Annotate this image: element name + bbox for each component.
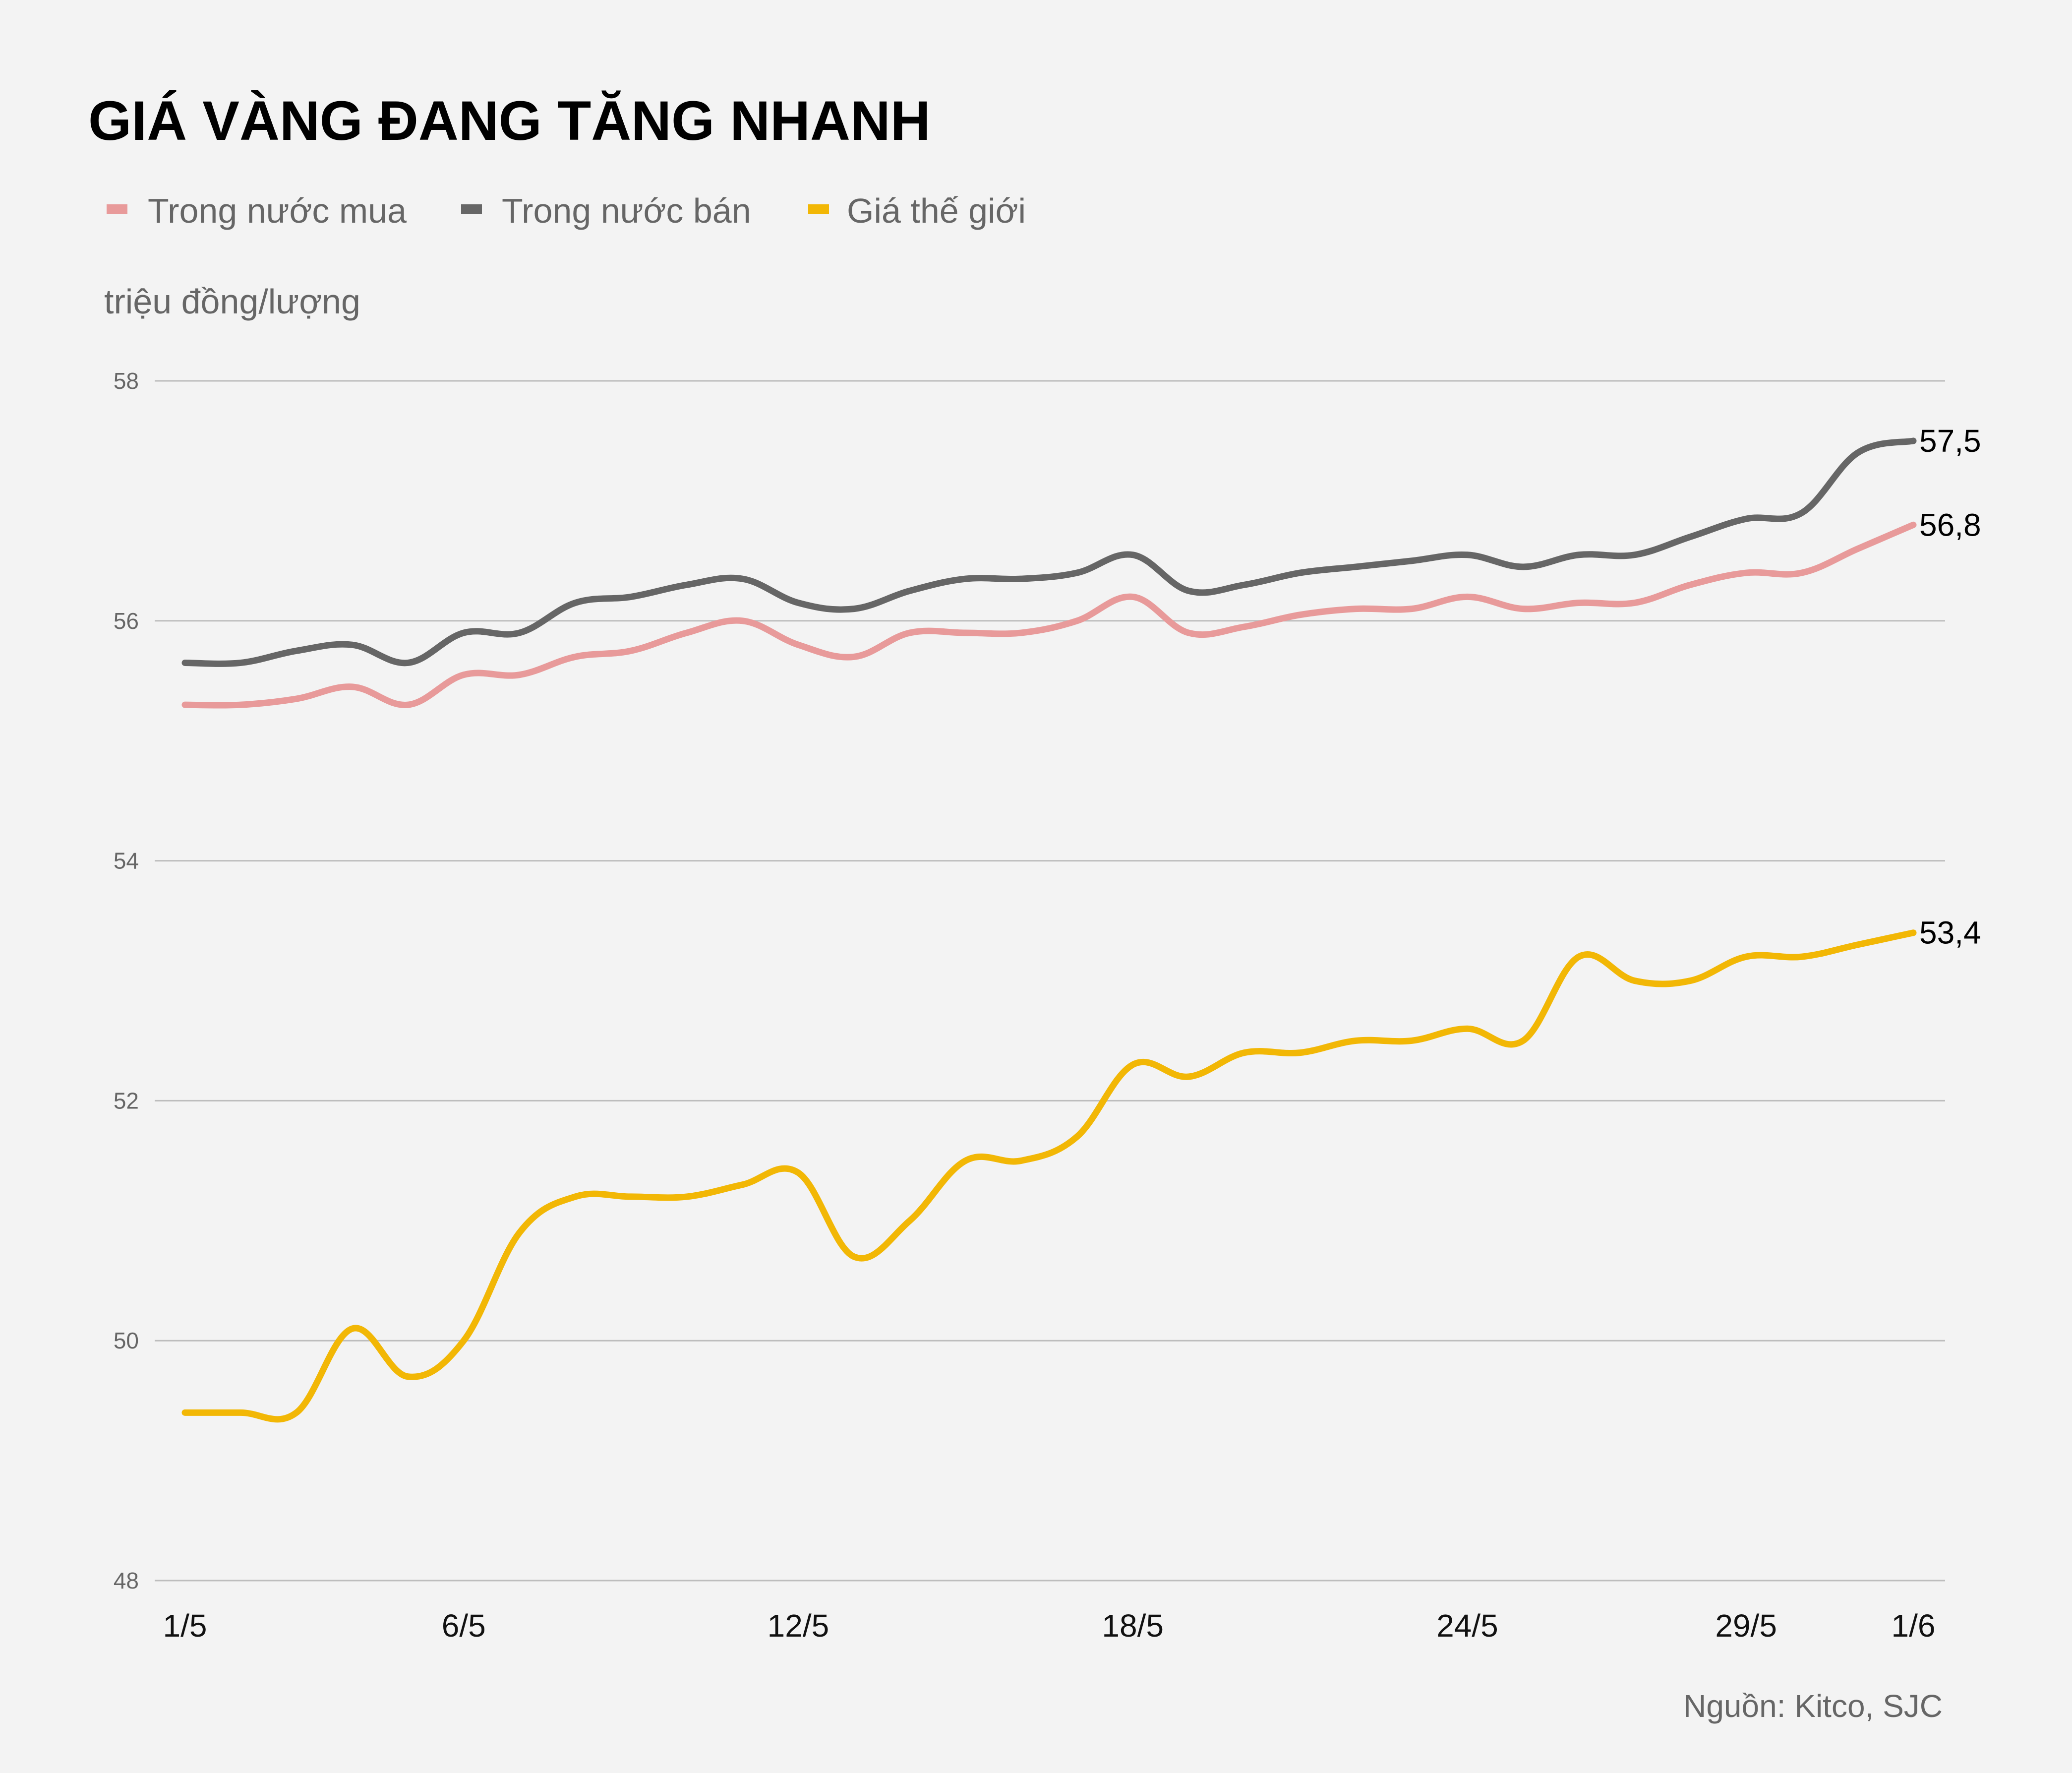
y-tick-label: 58 [114, 368, 139, 394]
chart-title: GIÁ VÀNG ĐANG TĂNG NHANH [88, 90, 931, 152]
series-line-0 [181, 521, 1917, 709]
x-tick-label: 6/5 [442, 1608, 486, 1644]
series-line-1 [181, 437, 1917, 667]
end-value-label: 57,5 [1919, 423, 1981, 459]
legend-swatch-mua [107, 204, 127, 214]
end-labels: 56,8 57,5 53,4 [1919, 423, 1981, 951]
end-value-label: 56,8 [1919, 507, 1981, 543]
series-line-2 [181, 929, 1917, 1423]
legend-label-ban: Trong nước bán [502, 191, 751, 230]
x-tick-label: 12/5 [768, 1608, 829, 1644]
x-tick-label: 24/5 [1436, 1608, 1498, 1644]
x-tick-label: 1/5 [163, 1608, 207, 1644]
x-ticks: 1/5 6/5 12/5 18/5 24/5 29/5 1/6 [163, 1608, 1936, 1644]
legend: Trong nước mua Trong nước bán Giá thế gi… [107, 191, 1026, 230]
legend-label-mua: Trong nước mua [148, 191, 407, 230]
y-tick-label: 50 [114, 1328, 139, 1353]
y-ticks: 48 50 52 54 56 58 [114, 368, 139, 1593]
legend-swatch-ban [461, 204, 482, 214]
y-axis-unit-label: triệu đồng/lượng [104, 282, 360, 321]
y-tick-label: 48 [114, 1568, 139, 1593]
y-tick-label: 56 [114, 608, 139, 634]
series-lines [181, 437, 1917, 1423]
x-tick-label: 18/5 [1102, 1608, 1164, 1644]
grid [155, 380, 1945, 1582]
source-note: Nguồn: Kitco, SJC [1683, 1688, 1943, 1724]
legend-label-world: Giá thế giới [847, 191, 1026, 230]
y-tick-label: 52 [114, 1088, 139, 1113]
x-tick-label: 1/6 [1892, 1608, 1936, 1644]
x-tick-label: 29/5 [1715, 1608, 1777, 1644]
y-tick-label: 54 [114, 848, 139, 874]
end-value-label: 53,4 [1919, 915, 1981, 951]
legend-swatch-world [808, 204, 829, 214]
